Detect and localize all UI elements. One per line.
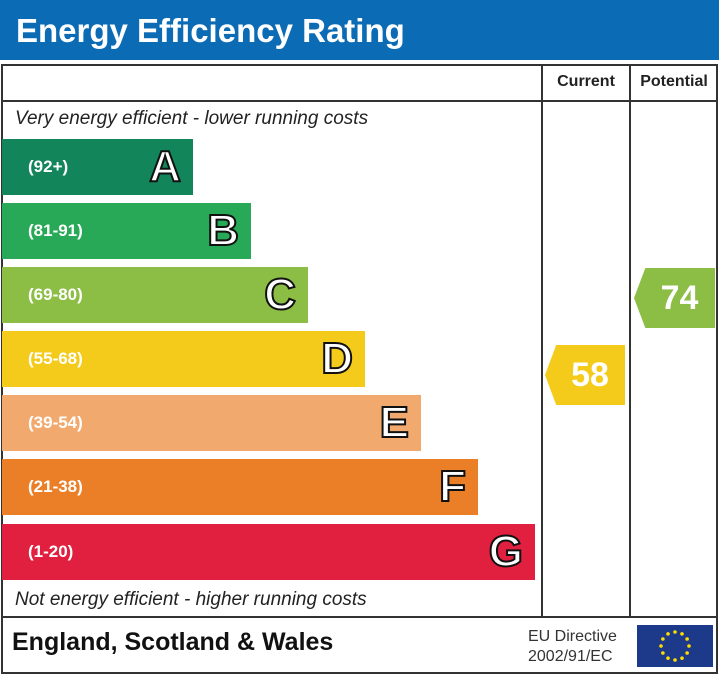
band-range: (92+) xyxy=(28,157,69,176)
potential-rating-arrow: 74 xyxy=(634,268,715,328)
band-letter: D xyxy=(320,333,354,384)
band-bar-F: (21-38) F xyxy=(2,459,478,515)
star-icon xyxy=(685,637,689,641)
band-letter: E xyxy=(379,397,410,448)
band-bar-C: (69-80) C xyxy=(2,267,308,323)
chart-title: Energy Efficiency Rating xyxy=(0,0,719,60)
eu-directive-line2: 2002/91/EC xyxy=(528,648,613,665)
column-divider xyxy=(629,64,631,617)
star-icon xyxy=(685,651,689,655)
band-bar-A: (92+) A xyxy=(2,139,193,195)
star-icon xyxy=(673,658,677,662)
footer-divider xyxy=(1,616,718,618)
star-icon xyxy=(680,656,684,660)
star-icon xyxy=(661,637,665,641)
band-range: (55-68) xyxy=(28,349,83,368)
band-range: (1-20) xyxy=(28,542,74,561)
band-letter: G xyxy=(488,526,524,577)
eu-flag-icon xyxy=(637,625,713,667)
band-range: (39-54) xyxy=(28,413,83,432)
star-icon xyxy=(666,656,670,660)
star-icon xyxy=(661,651,665,655)
band-bar-B: (81-91) B xyxy=(2,203,251,259)
star-icon xyxy=(680,632,684,636)
eu-directive: EU Directive 2002/91/EC xyxy=(528,627,617,667)
band-letter: C xyxy=(263,269,297,320)
eu-directive-line1: EU Directive xyxy=(528,628,617,645)
band-letter: A xyxy=(148,141,182,192)
country-label: England, Scotland & Wales xyxy=(12,628,334,656)
band-bar-G: (1-20) G xyxy=(2,524,535,580)
star-icon xyxy=(659,644,663,648)
band-range: (69-80) xyxy=(28,285,83,304)
bottom-note: Not energy efficient - higher running co… xyxy=(15,589,367,610)
band-letter: B xyxy=(206,205,240,256)
potential-column-header: Potential xyxy=(640,73,708,90)
star-icon xyxy=(687,644,691,648)
star-icon xyxy=(666,632,670,636)
column-divider xyxy=(541,64,543,617)
current-column-header: Current xyxy=(557,73,615,90)
band-bar-D: (55-68) D xyxy=(2,331,365,387)
band-letter: F xyxy=(438,461,467,512)
band-range: (81-91) xyxy=(28,221,83,240)
band-range: (21-38) xyxy=(28,477,83,496)
star-icon xyxy=(673,630,677,634)
header-divider xyxy=(1,100,718,102)
band-bar-E: (39-54) E xyxy=(2,395,421,451)
top-note: Very energy efficient - lower running co… xyxy=(15,108,369,129)
current-rating-arrow: 58 xyxy=(545,345,625,405)
